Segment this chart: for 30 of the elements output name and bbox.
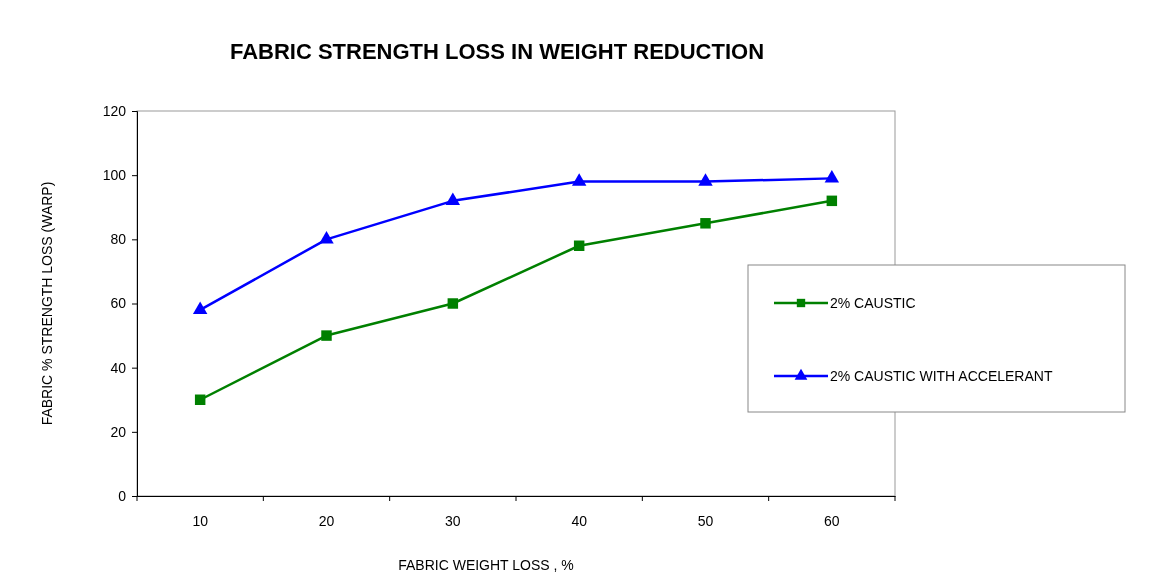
legend-label: 2% CAUSTIC [830, 295, 916, 311]
point [824, 170, 840, 183]
point [700, 218, 711, 229]
x-tick-label: 20 [318, 512, 335, 529]
point [192, 301, 208, 315]
point [319, 231, 334, 244]
x-axis-title: FABRIC WEIGHT LOSS , % [398, 557, 574, 573]
y-tick-label: 120 [102, 102, 127, 119]
y-tick-label: 100 [102, 167, 127, 184]
y-axis-title: FABRIC % STRENGTH LOSS (WARP) [39, 181, 55, 426]
point [826, 195, 838, 207]
point [447, 298, 459, 309]
point [573, 240, 585, 251]
x-tick-label: 10 [192, 512, 209, 529]
y-tick-label: 80 [110, 231, 127, 248]
point [321, 330, 332, 341]
legend-label: 2% CAUSTIC WITH ACCELERANT [830, 368, 1053, 384]
point [445, 192, 461, 205]
y-tick-label: 0 [118, 487, 127, 504]
chart-title: FABRIC STRENGTH LOSS IN WEIGHT REDUCTION [229, 39, 765, 64]
x-tick-label: 30 [445, 512, 461, 529]
y-tick-label: 60 [110, 295, 127, 312]
point [698, 173, 713, 186]
point [571, 173, 587, 186]
y-tick-label: 40 [110, 359, 127, 376]
x-tick-label: 50 [697, 512, 714, 529]
x-tick-label: 40 [571, 512, 588, 529]
x-tick-label: 60 [824, 512, 840, 529]
point [194, 394, 206, 405]
y-tick-label: 20 [110, 423, 127, 440]
